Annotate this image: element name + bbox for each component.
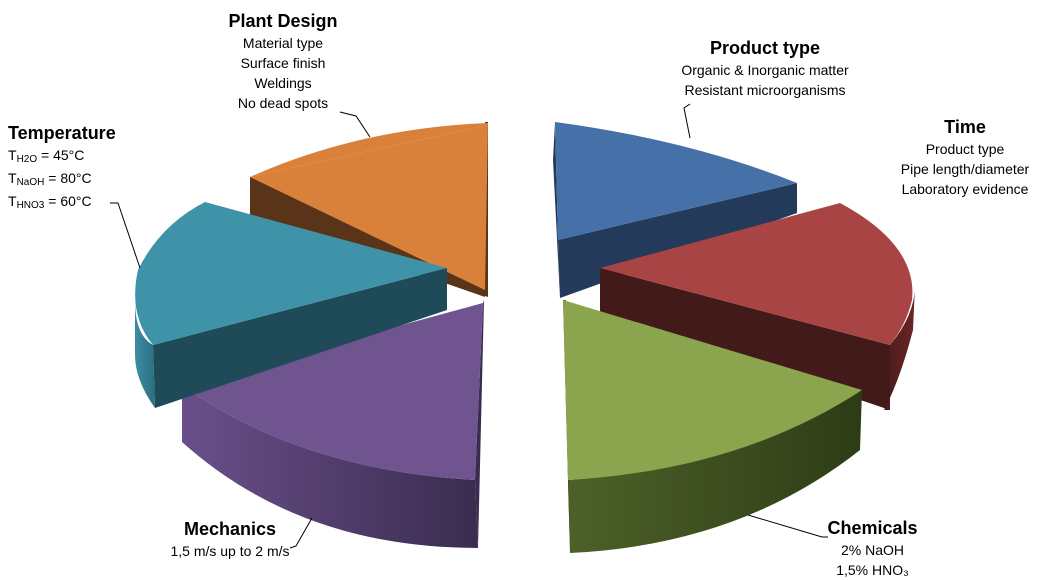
label-mechanics: Mechanics 1,5 m/s up to 2 m/s [130,517,330,561]
leader-chemicals [747,514,828,538]
leader-plant-design [339,111,371,138]
slice-chemicals [563,300,862,553]
label-line: 2% NaOH [840,542,905,558]
slice-temperature [135,202,447,408]
label-line: Product type [925,141,1005,157]
label-line: Organic & Inorganic matter [681,62,849,78]
label-title: Chemicals [827,518,918,538]
label-line: 1,5 m/s up to 2 m/s [170,543,290,559]
slice-mechanics [182,300,484,548]
label-product-type: Product type Organic & Inorganic matter … [655,36,875,100]
label-title: Time [944,117,986,137]
label-line: Laboratory evidence [901,181,1029,197]
slice-time [600,203,915,410]
leader-temperature [110,202,141,269]
label-line: 1,5% HNO₃ [836,562,909,578]
label-line: Weldings [254,75,312,91]
label-time: Time Product type Pipe length/diameter L… [880,115,1037,199]
label-title: Temperature [8,123,116,143]
label-plant-design: Plant Design Material type Surface finis… [203,9,363,113]
label-title: Product type [709,38,820,58]
label-line: TNaOH = 80°C [8,170,92,188]
label-line: Resistant microorganisms [684,82,846,98]
label-line: THNO3 = 60°C [8,193,92,211]
label-title: Plant Design [228,11,338,31]
leader-mechanics [289,517,313,549]
label-chemicals: Chemicals 2% NaOH 1,5% HNO₃ [790,516,955,580]
label-line: Material type [242,35,324,51]
label-line: No dead spots [237,95,329,111]
label-line: TH2O = 45°C [8,147,85,165]
leader-product-type [683,103,691,139]
label-line: Pipe length/diameter [900,161,1030,177]
label-line: Surface finish [240,55,326,71]
label-title: Mechanics [183,519,277,539]
label-temperature: Temperature TH2O = 45°C TNaOH = 80°C THN… [8,121,148,214]
